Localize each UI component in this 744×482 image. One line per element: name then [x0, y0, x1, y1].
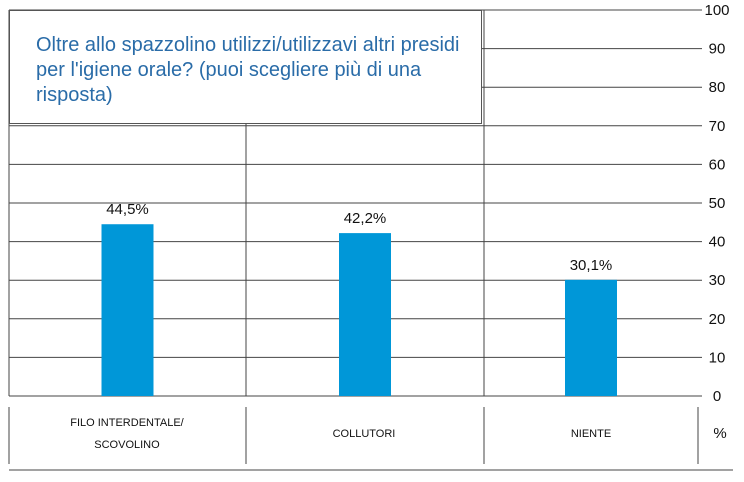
- y-tick-label: 70: [709, 118, 726, 135]
- chart-title-box: Oltre allo spazzolino utilizzi/utilizzav…: [9, 10, 482, 124]
- y-tick-label: 80: [709, 79, 726, 96]
- bar: [339, 233, 391, 396]
- chart-title: Oltre allo spazzolino utilizzi/utilizzav…: [36, 34, 460, 106]
- y-tick-label: 10: [709, 349, 726, 366]
- bar: [101, 224, 154, 396]
- bar: [565, 279, 617, 396]
- y-axis-unit: %: [713, 425, 727, 442]
- y-tick-label: 100: [704, 2, 729, 19]
- data-label: 44,5%: [106, 201, 149, 218]
- y-tick-label: 90: [709, 41, 726, 58]
- data-label: 42,2%: [344, 210, 387, 227]
- y-tick-label: 20: [709, 311, 726, 328]
- category-label-filo-interdentale: FILO INTERDENTALE/ SCOVOLINO: [70, 417, 184, 451]
- data-label: 30,1%: [570, 257, 613, 274]
- y-tick-label: 30: [709, 272, 726, 289]
- y-tick-label: 60: [709, 156, 726, 173]
- y-tick-label: 50: [709, 195, 726, 212]
- category-label-collutori: COLLUTORI: [332, 428, 396, 440]
- category-label-niente: NIENTE: [570, 428, 612, 440]
- y-tick-label: 0: [713, 388, 721, 405]
- y-tick-label: 40: [709, 234, 726, 251]
